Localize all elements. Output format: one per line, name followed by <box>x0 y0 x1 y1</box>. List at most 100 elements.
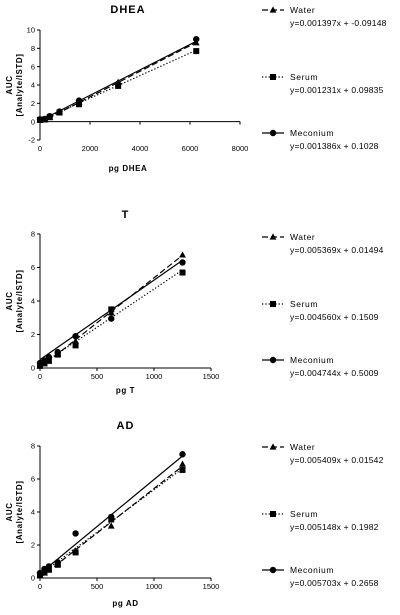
x-tick-label: 0 <box>38 144 42 153</box>
legend-marker <box>269 129 277 137</box>
y-axis-label-line: AUC <box>5 291 14 310</box>
legend-marker <box>269 356 277 364</box>
legend-series-name: Serum <box>290 509 318 519</box>
data-point-serum <box>179 466 186 473</box>
y-tick-label: 2 <box>31 99 35 108</box>
data-point-water <box>179 460 186 467</box>
y-tick-label: 4 <box>31 508 35 517</box>
data-point-meconium <box>72 530 79 537</box>
y-axis-label-line: AUC <box>5 75 14 94</box>
x-tick-label: 1000 <box>146 582 163 591</box>
data-point-meconium <box>75 97 83 104</box>
y-axis-label-line: AUC <box>5 502 14 521</box>
y-tick-label: 0 <box>31 117 35 126</box>
legend-series-name: Meconium <box>290 128 334 138</box>
chart-title: AD <box>117 420 135 432</box>
data-point-meconium <box>36 116 44 123</box>
data-point-serum <box>45 566 52 573</box>
chart-panel-2: AD 0 2 4 6 8 0 500 1000 1500 pg AD AUC [Analyte/ISTD… <box>5 420 384 608</box>
data-point-meconium <box>41 357 48 364</box>
fit-line-water <box>39 41 197 124</box>
data-point-meconium <box>179 451 186 458</box>
data-point-serum <box>193 48 200 55</box>
legend-entry-serum: Serum y=0.004560x + 0.1509 <box>262 299 379 322</box>
legend-series-name: Meconium <box>290 565 334 575</box>
legend-equation: y=0.005148x + 0.1982 <box>290 522 379 532</box>
legend-entry-meconium: Meconium y=0.004744x + 0.5009 <box>262 355 379 378</box>
y-tick-label: 2 <box>31 330 35 339</box>
legend-equation: y=0.005703x + 0.2658 <box>290 578 379 588</box>
legend-marker <box>270 74 276 80</box>
y-tick-label: 6 <box>31 475 35 484</box>
chart-panel-1: T 0 2 4 6 8 0 500 1000 1500 pg T AUC [Analyte/ISTD] W… <box>5 209 384 395</box>
legend-marker <box>269 443 277 450</box>
y-tick-label: 6 <box>31 62 35 71</box>
y-axis-label-line: [Analyte/ISTD] <box>15 53 24 116</box>
legend-series-name: Serum <box>290 299 318 309</box>
data-point-meconium <box>46 112 53 120</box>
data-point-meconium <box>114 80 122 88</box>
y-axis-label-line: [Analyte/ISTD] <box>15 480 24 543</box>
x-tick-label: 1000 <box>146 372 163 381</box>
legend-equation: y=0.001397x + -0.09148 <box>290 18 387 28</box>
fit-line-serum <box>39 49 197 122</box>
legend-series-name: Meconium <box>290 355 334 365</box>
legend-entry-water: Water y=0.005409x + 0.01542 <box>262 442 384 465</box>
y-tick-label: 0 <box>31 574 35 583</box>
data-point-meconium <box>45 353 53 361</box>
y-tick-label: 8 <box>31 44 35 53</box>
data-point-water <box>107 522 115 529</box>
y-tick-label: 6 <box>31 263 35 272</box>
x-axis-label: pg T <box>116 386 135 395</box>
x-tick-label: 4000 <box>132 144 149 153</box>
fit-line-serum <box>39 269 183 366</box>
x-tick-label: 6000 <box>182 144 199 153</box>
x-axis-label: pg DHEA <box>109 164 148 173</box>
y-tick-label: 4 <box>31 81 35 90</box>
data-point-meconium <box>54 348 61 356</box>
x-tick-label: 500 <box>91 372 104 381</box>
legend-entry-meconium: Meconium y=0.001386x + 0.1028 <box>262 128 378 151</box>
legend-equation: y=0.005369x + 0.01494 <box>290 245 384 255</box>
legend-series-name: Water <box>290 5 315 15</box>
data-point-meconium <box>56 108 63 115</box>
fit-line-meconium <box>39 259 183 361</box>
x-tick-label: 1500 <box>203 582 220 591</box>
legend-equation: y=0.004560x + 0.1509 <box>290 312 379 322</box>
x-tick-label: 0 <box>38 372 42 381</box>
legend-equation: y=0.004744x + 0.5009 <box>290 368 379 378</box>
x-tick-label: 1500 <box>203 372 220 381</box>
data-point-meconium <box>41 115 49 123</box>
x-tick-label: 2000 <box>82 144 99 153</box>
y-tick-label: -2 <box>28 136 35 145</box>
data-point-meconium <box>108 513 115 521</box>
legend-series-name: Water <box>290 232 315 242</box>
data-point-serum <box>72 342 79 349</box>
legend-series-name: Serum <box>290 72 318 82</box>
data-point-serum <box>41 569 48 576</box>
legend-entry-serum: Serum y=0.005148x + 0.1982 <box>262 509 379 532</box>
legend-marker <box>269 566 277 574</box>
y-tick-label: 2 <box>31 541 35 550</box>
data-point-meconium <box>193 35 200 43</box>
legend-series-name: Water <box>290 442 315 452</box>
y-axis-label: AUC [Analyte/ISTD] <box>5 480 24 543</box>
legend-equation: y=0.001231x + 0.09835 <box>290 85 384 95</box>
data-point-meconium <box>36 569 44 577</box>
y-tick-label: 0 <box>31 364 35 373</box>
data-point-water <box>179 251 186 258</box>
x-axis-label: pg AD <box>112 599 138 608</box>
data-point-meconium <box>54 559 61 566</box>
chart-title: DHEA <box>110 4 145 16</box>
legend-equation: y=0.005409x + 0.01542 <box>290 455 384 465</box>
data-point-serum <box>76 101 82 108</box>
y-axis-label-line: [Analyte/ISTD] <box>15 269 24 332</box>
legend-marker <box>270 301 276 307</box>
data-point-serum <box>179 269 186 276</box>
x-tick-label: 8000 <box>232 144 249 153</box>
y-tick-label: 8 <box>31 230 35 239</box>
y-tick-label: 8 <box>31 442 35 451</box>
x-tick-label: 500 <box>91 582 104 591</box>
